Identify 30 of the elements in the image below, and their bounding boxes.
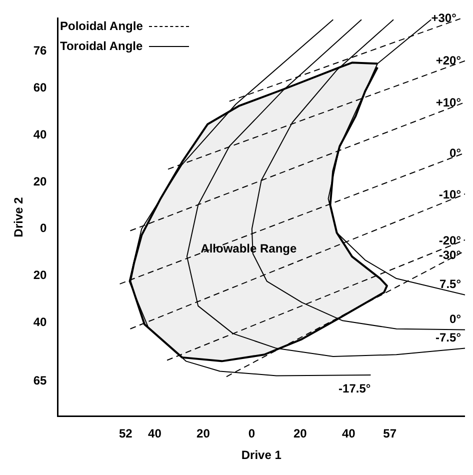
series-label: -17.5° (338, 381, 371, 396)
series-label: +20° (436, 53, 462, 68)
y-tick-label: 40 (33, 128, 48, 142)
x-tick-label: 57 (383, 426, 397, 441)
y-tick-label: 40 (33, 314, 48, 329)
y-tick-label: 20 (33, 268, 48, 282)
x-tick-label: 0 (248, 426, 256, 441)
series-label: -20° (438, 234, 462, 248)
series-label: +30° (431, 10, 457, 25)
series-label: 0° (450, 312, 462, 326)
annotation: Toroidal Angle (60, 39, 143, 53)
y-axis-title: Drive 2 (12, 196, 26, 238)
series-label: -10° (438, 188, 462, 202)
series-label: -30° (438, 248, 462, 262)
y-tick-label: 76 (33, 43, 48, 58)
x-tick-label: 20 (196, 426, 210, 441)
series-label: 7.5° (440, 277, 462, 292)
series-label: -7.5° (436, 330, 462, 345)
series-label: +10° (436, 95, 462, 110)
x-tick-label: 40 (148, 426, 162, 441)
x-axis-title: Drive 1 (241, 448, 282, 462)
y-tick-label: 65 (33, 373, 48, 388)
y-tick-label: 0 (40, 221, 48, 236)
annotation: Poloidal Angle (60, 19, 143, 33)
x-tick-label: 40 (342, 426, 356, 441)
y-tick-label: 20 (33, 174, 48, 188)
x-tick-label: 52 (118, 426, 133, 441)
series-label: 0° (450, 146, 462, 160)
x-tick-label: 20 (293, 426, 308, 441)
y-tick-label: 60 (33, 80, 48, 95)
